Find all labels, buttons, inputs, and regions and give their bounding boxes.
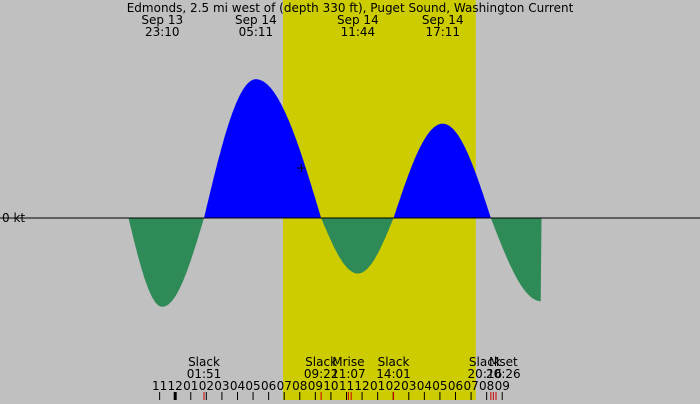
hour-tick-label: 02 [386,379,401,393]
event-time-label: 01:51 [187,367,222,381]
ebb-area [128,218,204,307]
flood-area [393,123,491,218]
hour-tick-label: 10 [323,379,338,393]
extreme-date-label: Sep 13 [141,13,183,27]
zero-knot-label: 0 kt [2,211,25,225]
ebb-area [321,218,394,274]
hour-tick-label: 06 [448,379,463,393]
hour-tick-label: 12 [354,379,369,393]
event-time-label: 14:01 [376,367,411,381]
hour-tick-label: 11 [339,379,354,393]
extreme-date-label: Sep 14 [422,13,464,27]
hour-tick-label: 05 [245,379,260,393]
event-time-label: 20:16 [468,367,503,381]
current-curve-layer [0,79,700,307]
hour-tick-label: 05 [432,379,447,393]
event-time-label: 11:07 [331,367,366,381]
hour-tick-label: 03 [401,379,416,393]
extreme-time-label: 17:11 [425,25,460,39]
hour-tick-label: 07 [463,379,478,393]
axis-layer [159,392,503,400]
flood-area [204,79,322,218]
hour-tick-label: 04 [230,379,245,393]
extreme-date-label: Sep 14 [235,13,277,27]
hour-tick-label: 09 [308,379,323,393]
extreme-time-label: 05:11 [239,25,274,39]
event-time-label: 20:26 [486,367,521,381]
ebb-area [490,218,700,302]
event-label: Slack [378,355,410,369]
event-label: Slack [469,355,501,369]
event-label: Mrise [332,355,364,369]
current-time-marker [297,164,306,173]
hour-tick-label: 09 [495,379,510,393]
extreme-time-label: 23:10 [145,25,180,39]
chart-title: Edmonds, 2.5 mi west of (depth 330 ft), … [127,1,574,15]
hour-tick-label: 01 [183,379,198,393]
hour-tick-label: 03 [214,379,229,393]
label-layer: Edmonds, 2.5 mi west of (depth 330 ft), … [2,1,574,393]
extreme-time-label: 11:44 [341,25,376,39]
event-label: Mset [489,355,518,369]
hour-tick-label: 11 [152,379,167,393]
hour-tick-label: 01 [370,379,385,393]
hour-tick-label: 06 [261,379,276,393]
extreme-date-label: Sep 14 [337,13,379,27]
event-label: Slack [305,355,337,369]
event-label: Slack [188,355,220,369]
event-time-label: 09:22 [304,367,339,381]
hour-tick-label: 08 [479,379,494,393]
hour-tick-label: 08 [292,379,307,393]
hour-tick-label: 02 [199,379,214,393]
hour-tick-label: 04 [417,379,432,393]
hour-tick-label: 07 [277,379,292,393]
hour-tick-label: 12 [168,379,183,393]
